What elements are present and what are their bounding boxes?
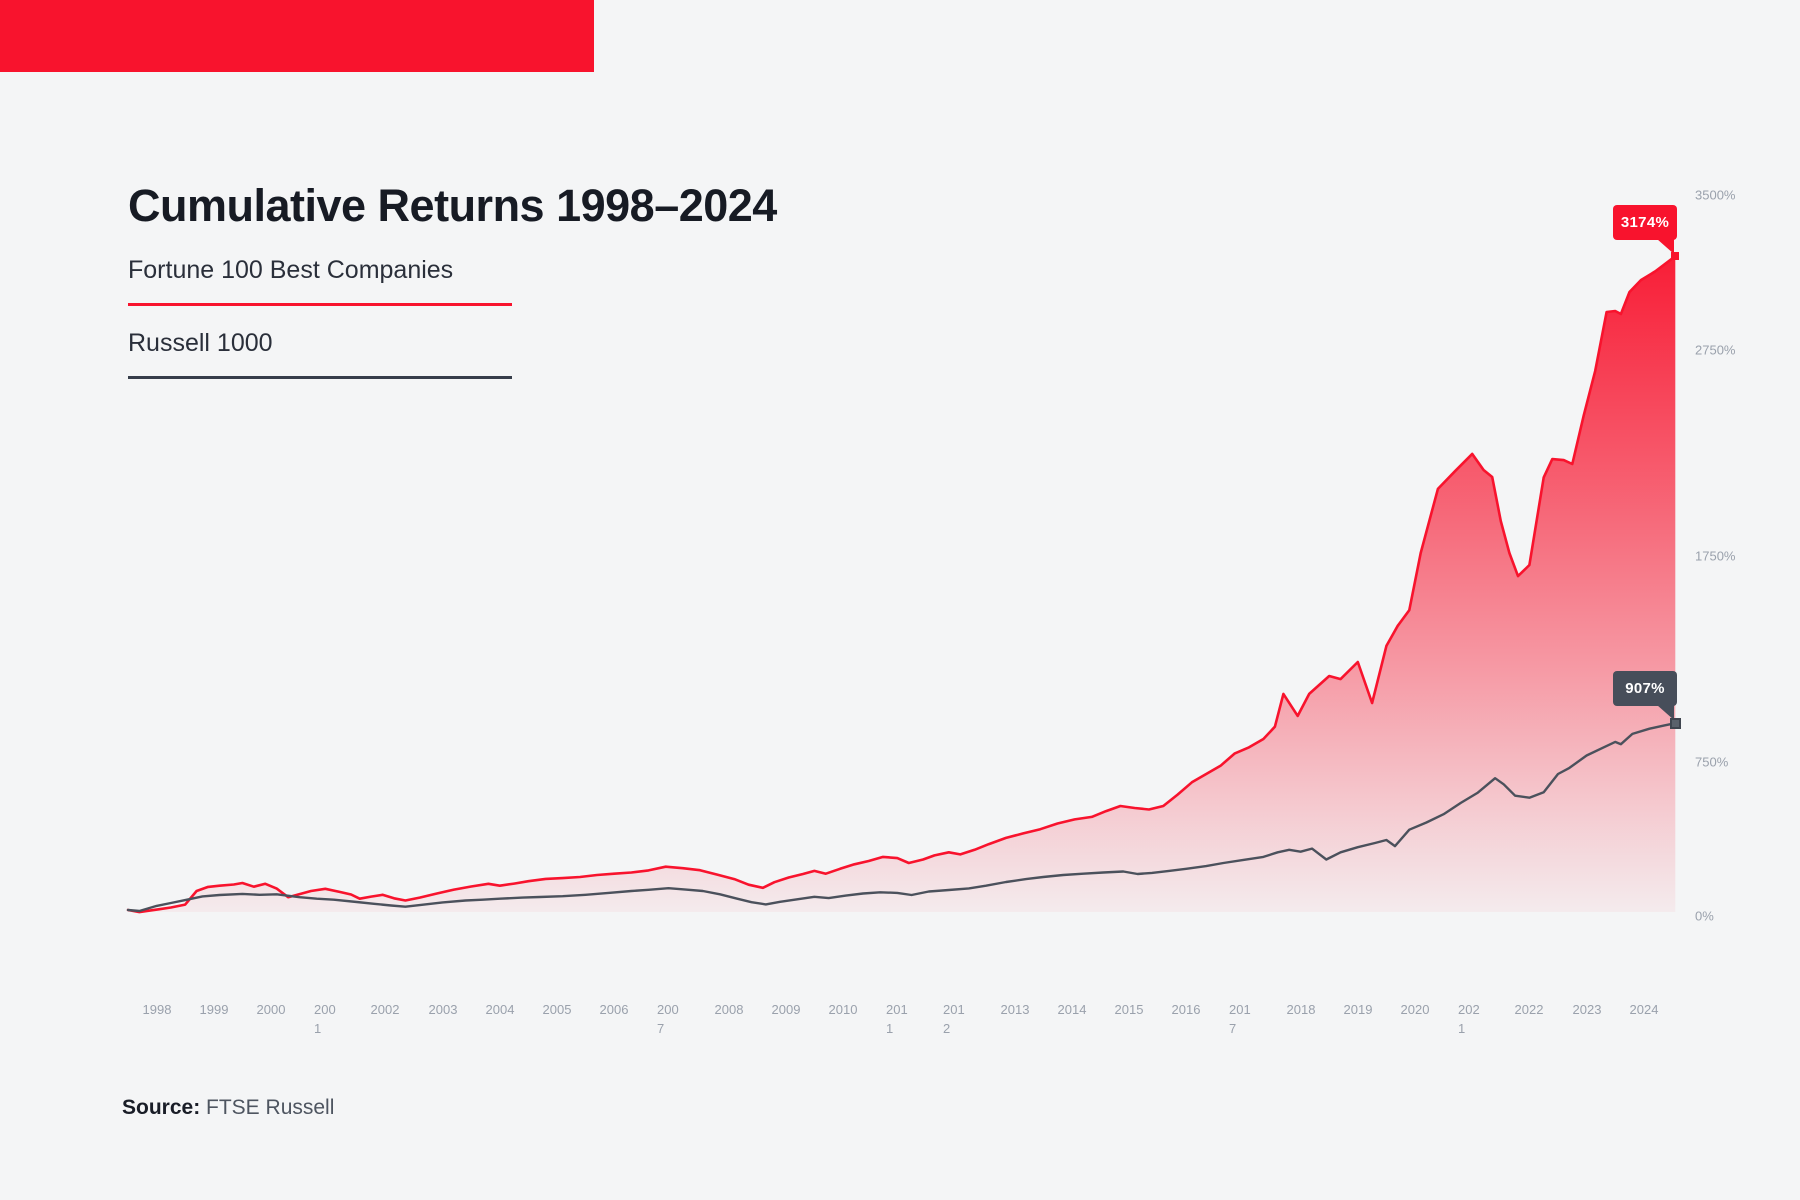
x-tick-label: 2004	[485, 1002, 515, 1017]
x-tick-label: 200 7	[657, 1002, 679, 1036]
russell-end-callout: 907%	[1613, 671, 1677, 720]
x-tick-label: 1998	[142, 1002, 172, 1017]
x-tick-label: 201 1	[886, 1002, 908, 1036]
y-tick-label: 2750%	[1695, 342, 1736, 358]
y-tick-label: 3500%	[1695, 187, 1736, 203]
x-tick-label: 2010	[828, 1002, 858, 1017]
x-tick-label: 1999	[199, 1002, 229, 1017]
x-tick-label: 2016	[1171, 1002, 1201, 1017]
russell-line	[126, 722, 1677, 913]
x-tick-label: 2013	[1000, 1002, 1030, 1017]
legend: Fortune 100 Best Companies Russell 1000	[128, 256, 512, 402]
x-tick-label: 201 7	[1229, 1002, 1251, 1036]
x-tick-label: 2000	[256, 1002, 286, 1017]
y-tick-label: 1750%	[1695, 548, 1736, 564]
x-tick-label: 2020	[1400, 1002, 1430, 1017]
x-tick-label: 2019	[1343, 1002, 1373, 1017]
x-tick-label: 2005	[542, 1002, 572, 1017]
x-tick-label: 2009	[771, 1002, 801, 1017]
x-tick-label: 2022	[1514, 1002, 1544, 1017]
x-tick-label: 202 1	[1458, 1002, 1480, 1036]
x-tick-label: 200 1	[314, 1002, 336, 1036]
legend-item-fortune: Fortune 100 Best Companies	[128, 256, 512, 306]
x-tick-label: 2018	[1286, 1002, 1316, 1017]
legend-item-label: Russell 1000	[128, 329, 273, 357]
source-value: FTSE Russell	[200, 1096, 335, 1119]
x-tick-label: 2003	[428, 1002, 458, 1017]
x-tick-label: 201 2	[943, 1002, 965, 1036]
legend-item-label: Fortune 100 Best Companies	[128, 256, 454, 284]
fortune-line	[126, 254, 1677, 914]
x-tick-label: 2024	[1629, 1002, 1659, 1017]
fortune-end-marker	[1671, 252, 1679, 260]
x-tick-label: 2008	[714, 1002, 744, 1017]
x-tick-label: 2023	[1572, 1002, 1602, 1017]
legend-item-underline	[128, 376, 512, 379]
y-tick-label: 0%	[1695, 908, 1714, 924]
fortune-end-callout: 3174%	[1613, 205, 1677, 254]
russell-end-marker	[1670, 718, 1681, 729]
legend-item-russell: Russell 1000	[128, 329, 512, 379]
y-tick-label: 750%	[1695, 754, 1729, 770]
legend-item-underline	[128, 303, 512, 306]
source-note: Source: FTSE Russell	[122, 1096, 334, 1120]
x-tick-label: 2015	[1114, 1002, 1144, 1017]
fortune-area-fill	[128, 256, 1676, 913]
page-title: Cumulative Returns 1998–2024	[128, 180, 777, 232]
accent-bar	[0, 0, 594, 72]
x-tick-label: 2014	[1057, 1002, 1087, 1017]
source-label: Source:	[122, 1096, 201, 1119]
x-tick-label: 2002	[370, 1002, 400, 1017]
x-tick-label: 2006	[599, 1002, 629, 1017]
